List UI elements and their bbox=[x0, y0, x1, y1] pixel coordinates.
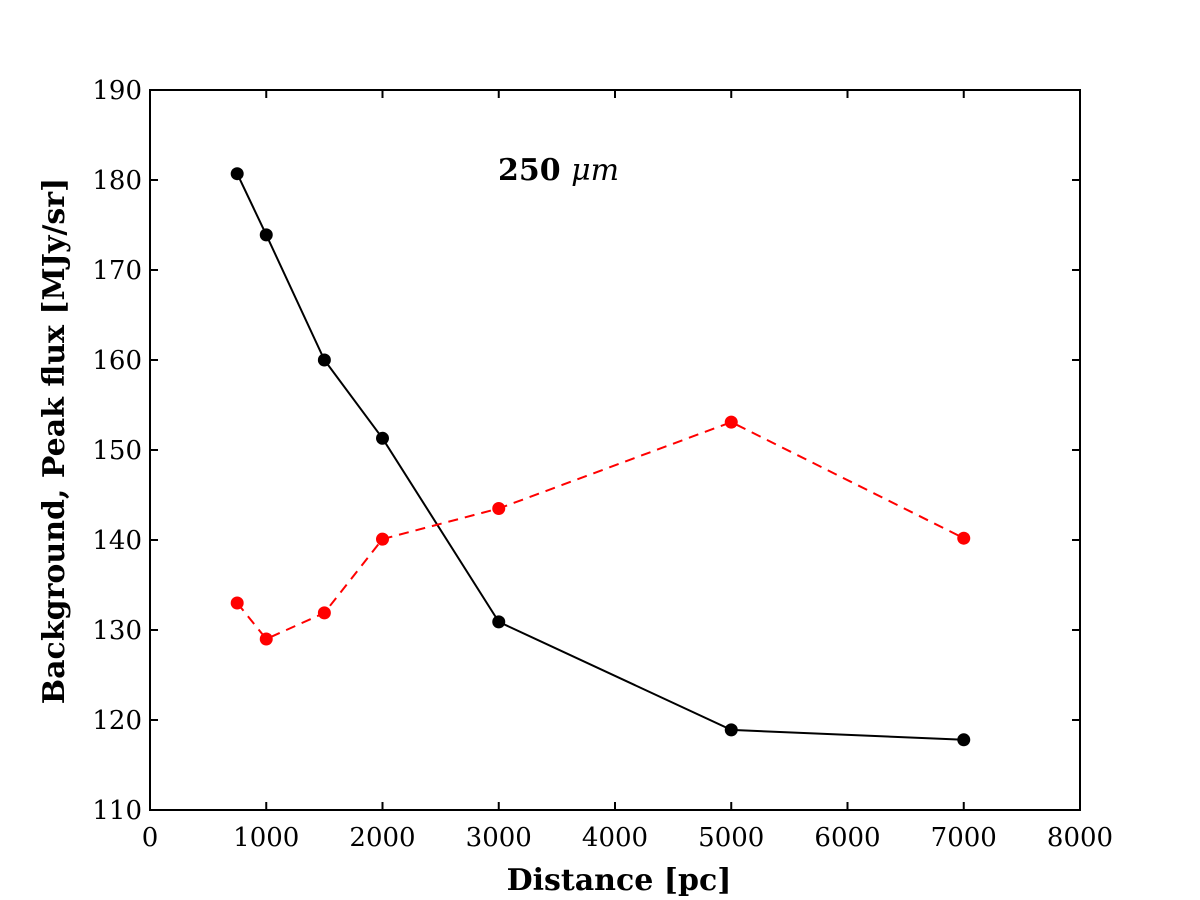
y-tick-label: 160 bbox=[92, 346, 142, 376]
x-tick-label: 8000 bbox=[1047, 823, 1113, 853]
data-point-background bbox=[492, 502, 506, 515]
data-point-background bbox=[376, 532, 389, 546]
data-point-background bbox=[230, 596, 244, 610]
x-axis-label: Distance [pc] bbox=[507, 863, 732, 898]
data-point-peak-flux bbox=[957, 733, 971, 747]
series-line-peak-flux bbox=[236, 173, 964, 741]
data-point-peak-flux bbox=[492, 615, 506, 629]
y-tick-label: 110 bbox=[92, 796, 142, 826]
x-tick-label: 0 bbox=[142, 823, 159, 853]
x-tick-label: 4000 bbox=[582, 823, 648, 853]
y-tick-label: 150 bbox=[92, 436, 142, 466]
x-tick-label: 6000 bbox=[814, 823, 880, 853]
axis-ticks bbox=[149, 89, 1081, 811]
y-tick-label: 190 bbox=[92, 76, 142, 106]
annotation-unit-text: μm bbox=[571, 153, 619, 188]
x-tick-label: 7000 bbox=[931, 823, 997, 853]
data-point-background bbox=[957, 531, 971, 545]
x-tick-label: 5000 bbox=[698, 823, 764, 853]
x-tick-label: 3000 bbox=[466, 823, 532, 853]
data-point-peak-flux bbox=[259, 228, 273, 242]
data-point-peak-flux bbox=[724, 723, 738, 737]
series-line-background bbox=[236, 421, 965, 641]
data-point-background bbox=[317, 606, 331, 620]
plot-frame bbox=[149, 89, 1081, 811]
tick-labels: 0 1000 2000 3000 4000 5000 6000 7000 8000 110 120 1… bbox=[92, 76, 1113, 853]
y-tick-label: 120 bbox=[92, 706, 142, 736]
y-tick-label: 140 bbox=[92, 526, 142, 556]
x-tick-label: 1000 bbox=[233, 823, 299, 853]
y-axis-label: Background, Peak flux [MJy/sr] bbox=[37, 178, 72, 704]
y-tick-label: 180 bbox=[92, 166, 142, 196]
annotation-main-text: 250 bbox=[498, 153, 571, 188]
data-point-background bbox=[259, 632, 273, 646]
data-point-peak-flux bbox=[317, 353, 331, 367]
chart-annotation: 250 μm bbox=[498, 153, 619, 188]
series-layer bbox=[230, 167, 971, 747]
y-tick-label: 130 bbox=[92, 616, 142, 646]
data-point-background bbox=[724, 415, 738, 429]
data-point-peak-flux bbox=[230, 167, 244, 181]
data-point-peak-flux bbox=[376, 431, 389, 445]
y-tick-label: 170 bbox=[92, 256, 142, 286]
x-tick-label: 2000 bbox=[349, 823, 415, 853]
